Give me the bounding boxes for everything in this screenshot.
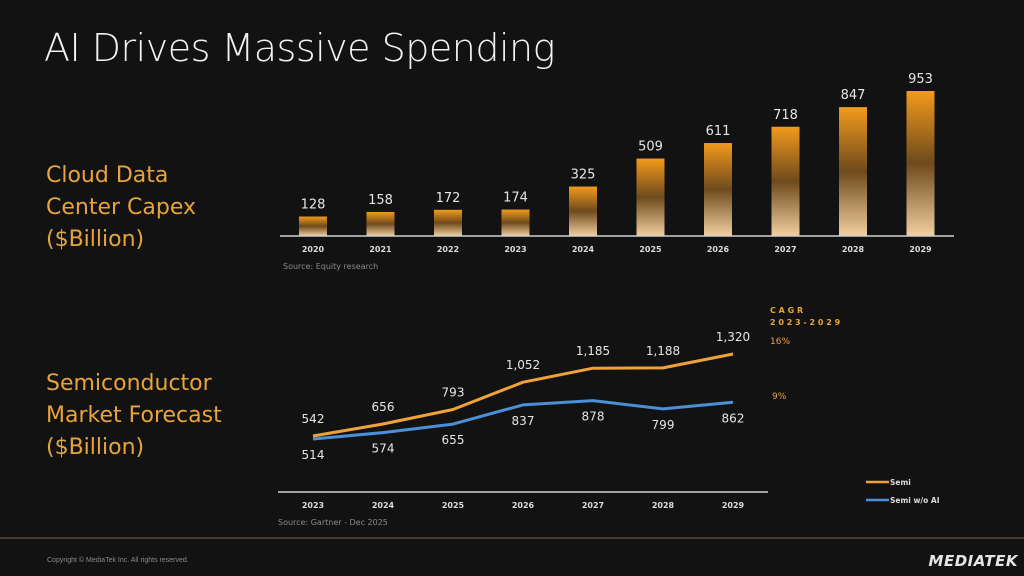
- bar-2028: [839, 107, 867, 236]
- x-tick-label: 2023: [302, 501, 324, 510]
- bar-2026: [704, 143, 732, 236]
- bar-2021: [366, 211, 395, 236]
- bar-source: Source: Equity research: [283, 262, 378, 271]
- x-tick-label: 2025: [639, 245, 662, 254]
- bar-value-label: 158: [368, 193, 393, 208]
- label-line: Cloud Data: [46, 163, 169, 188]
- bar-value-label: 953: [908, 72, 933, 87]
- semi-wo-ai-value-label: 862: [722, 411, 745, 425]
- bar-value-label: 172: [436, 191, 461, 206]
- x-tick-label: 2020: [302, 245, 325, 254]
- bar-value-label: 509: [638, 140, 663, 155]
- x-tick-label: 2024: [372, 501, 395, 510]
- x-tick-label: 2025: [442, 501, 465, 510]
- bar-value-label: 718: [773, 108, 798, 123]
- x-tick-label: 2026: [512, 501, 535, 510]
- x-tick-label: 2029: [909, 245, 932, 254]
- semi-wo-ai-value-label: 878: [582, 410, 605, 424]
- x-tick-label: 2028: [842, 245, 865, 254]
- label-line: Market Forecast: [46, 403, 222, 428]
- cagr-title: C A G R: [770, 306, 803, 315]
- x-tick-label: 2023: [504, 245, 526, 254]
- bar-value-label: 128: [301, 198, 326, 213]
- bar-2027: [771, 126, 800, 236]
- semi-value-label: 793: [442, 386, 465, 400]
- semi-wo-ai-value-label: 574: [372, 442, 395, 456]
- bar-2024: [569, 186, 597, 236]
- capex-bar-chart: 128 2020 158 2021 172 2022 174 2023 325 2024 509 20…: [280, 72, 954, 271]
- semi-value-label: 1,052: [506, 358, 540, 372]
- cagr-semi-wo-ai: 9%: [772, 392, 787, 402]
- x-tick-label: 2028: [652, 501, 675, 510]
- bar-value-label: 847: [841, 88, 866, 103]
- x-tick-label: 2022: [437, 245, 459, 254]
- label-line: ($Billion): [46, 435, 145, 460]
- series-line-semi: [312, 352, 734, 438]
- semi-value-label: 1,320: [716, 330, 750, 344]
- x-tick-label: 2024: [572, 245, 595, 254]
- bar-2029: [906, 91, 935, 236]
- bar-value-label: 325: [571, 168, 596, 183]
- semi-wo-ai-value-label: 514: [302, 448, 325, 462]
- semi-section-label: Semiconductor Market Forecast ($Billion): [46, 368, 222, 464]
- bar-2025: [636, 158, 665, 236]
- legend-label-semi: Semi: [890, 478, 911, 487]
- semi-value-label: 542: [302, 412, 325, 426]
- x-tick-label: 2026: [707, 245, 730, 254]
- bar-2020: [299, 216, 327, 236]
- semi-value-label: 1,185: [576, 344, 610, 358]
- x-tick-label: 2029: [722, 501, 745, 510]
- cagr-period: 2 0 2 3 - 2 0 2 9: [770, 318, 841, 327]
- copyright-text: Copyright © MediaTek Inc. All rights res…: [47, 557, 189, 564]
- label-line: Semiconductor: [46, 371, 212, 396]
- slide-title: AI Drives Massive Spending: [44, 26, 555, 70]
- legend-label-semi-wo-ai: Semi w/o AI: [890, 496, 940, 505]
- semi-value-label: 656: [372, 400, 395, 414]
- x-tick-label: 2027: [582, 501, 604, 510]
- capex-section-label: Cloud Data Center Capex ($Billion): [46, 160, 196, 256]
- footer-divider: [0, 537, 1024, 539]
- semi-wo-ai-value-label: 655: [442, 433, 465, 447]
- bar-value-label: 174: [503, 191, 528, 206]
- line-source: Source: Gartner - Dec 2025: [278, 518, 388, 527]
- semi-wo-ai-value-label: 837: [512, 414, 535, 428]
- bar-value-label: 611: [706, 124, 731, 139]
- label-line: Center Capex: [46, 195, 197, 220]
- label-line: ($Billion): [46, 227, 145, 252]
- semi-wo-ai-value-label: 799: [652, 418, 675, 432]
- cagr-semi: 16%: [770, 337, 790, 347]
- semi-line-chart: 542 656 793 1,052 1,185 1,188 1,320 514 574 655 83…: [278, 306, 940, 527]
- semi-value-label: 1,188: [646, 344, 680, 358]
- x-tick-label: 2021: [369, 245, 392, 254]
- series-line-semi-wo-ai: [312, 399, 734, 441]
- bar-2022: [434, 209, 462, 236]
- x-tick-label: 2027: [774, 245, 796, 254]
- bar-2023: [501, 209, 530, 236]
- mediatek-logo: MEDIATEK: [928, 552, 1018, 570]
